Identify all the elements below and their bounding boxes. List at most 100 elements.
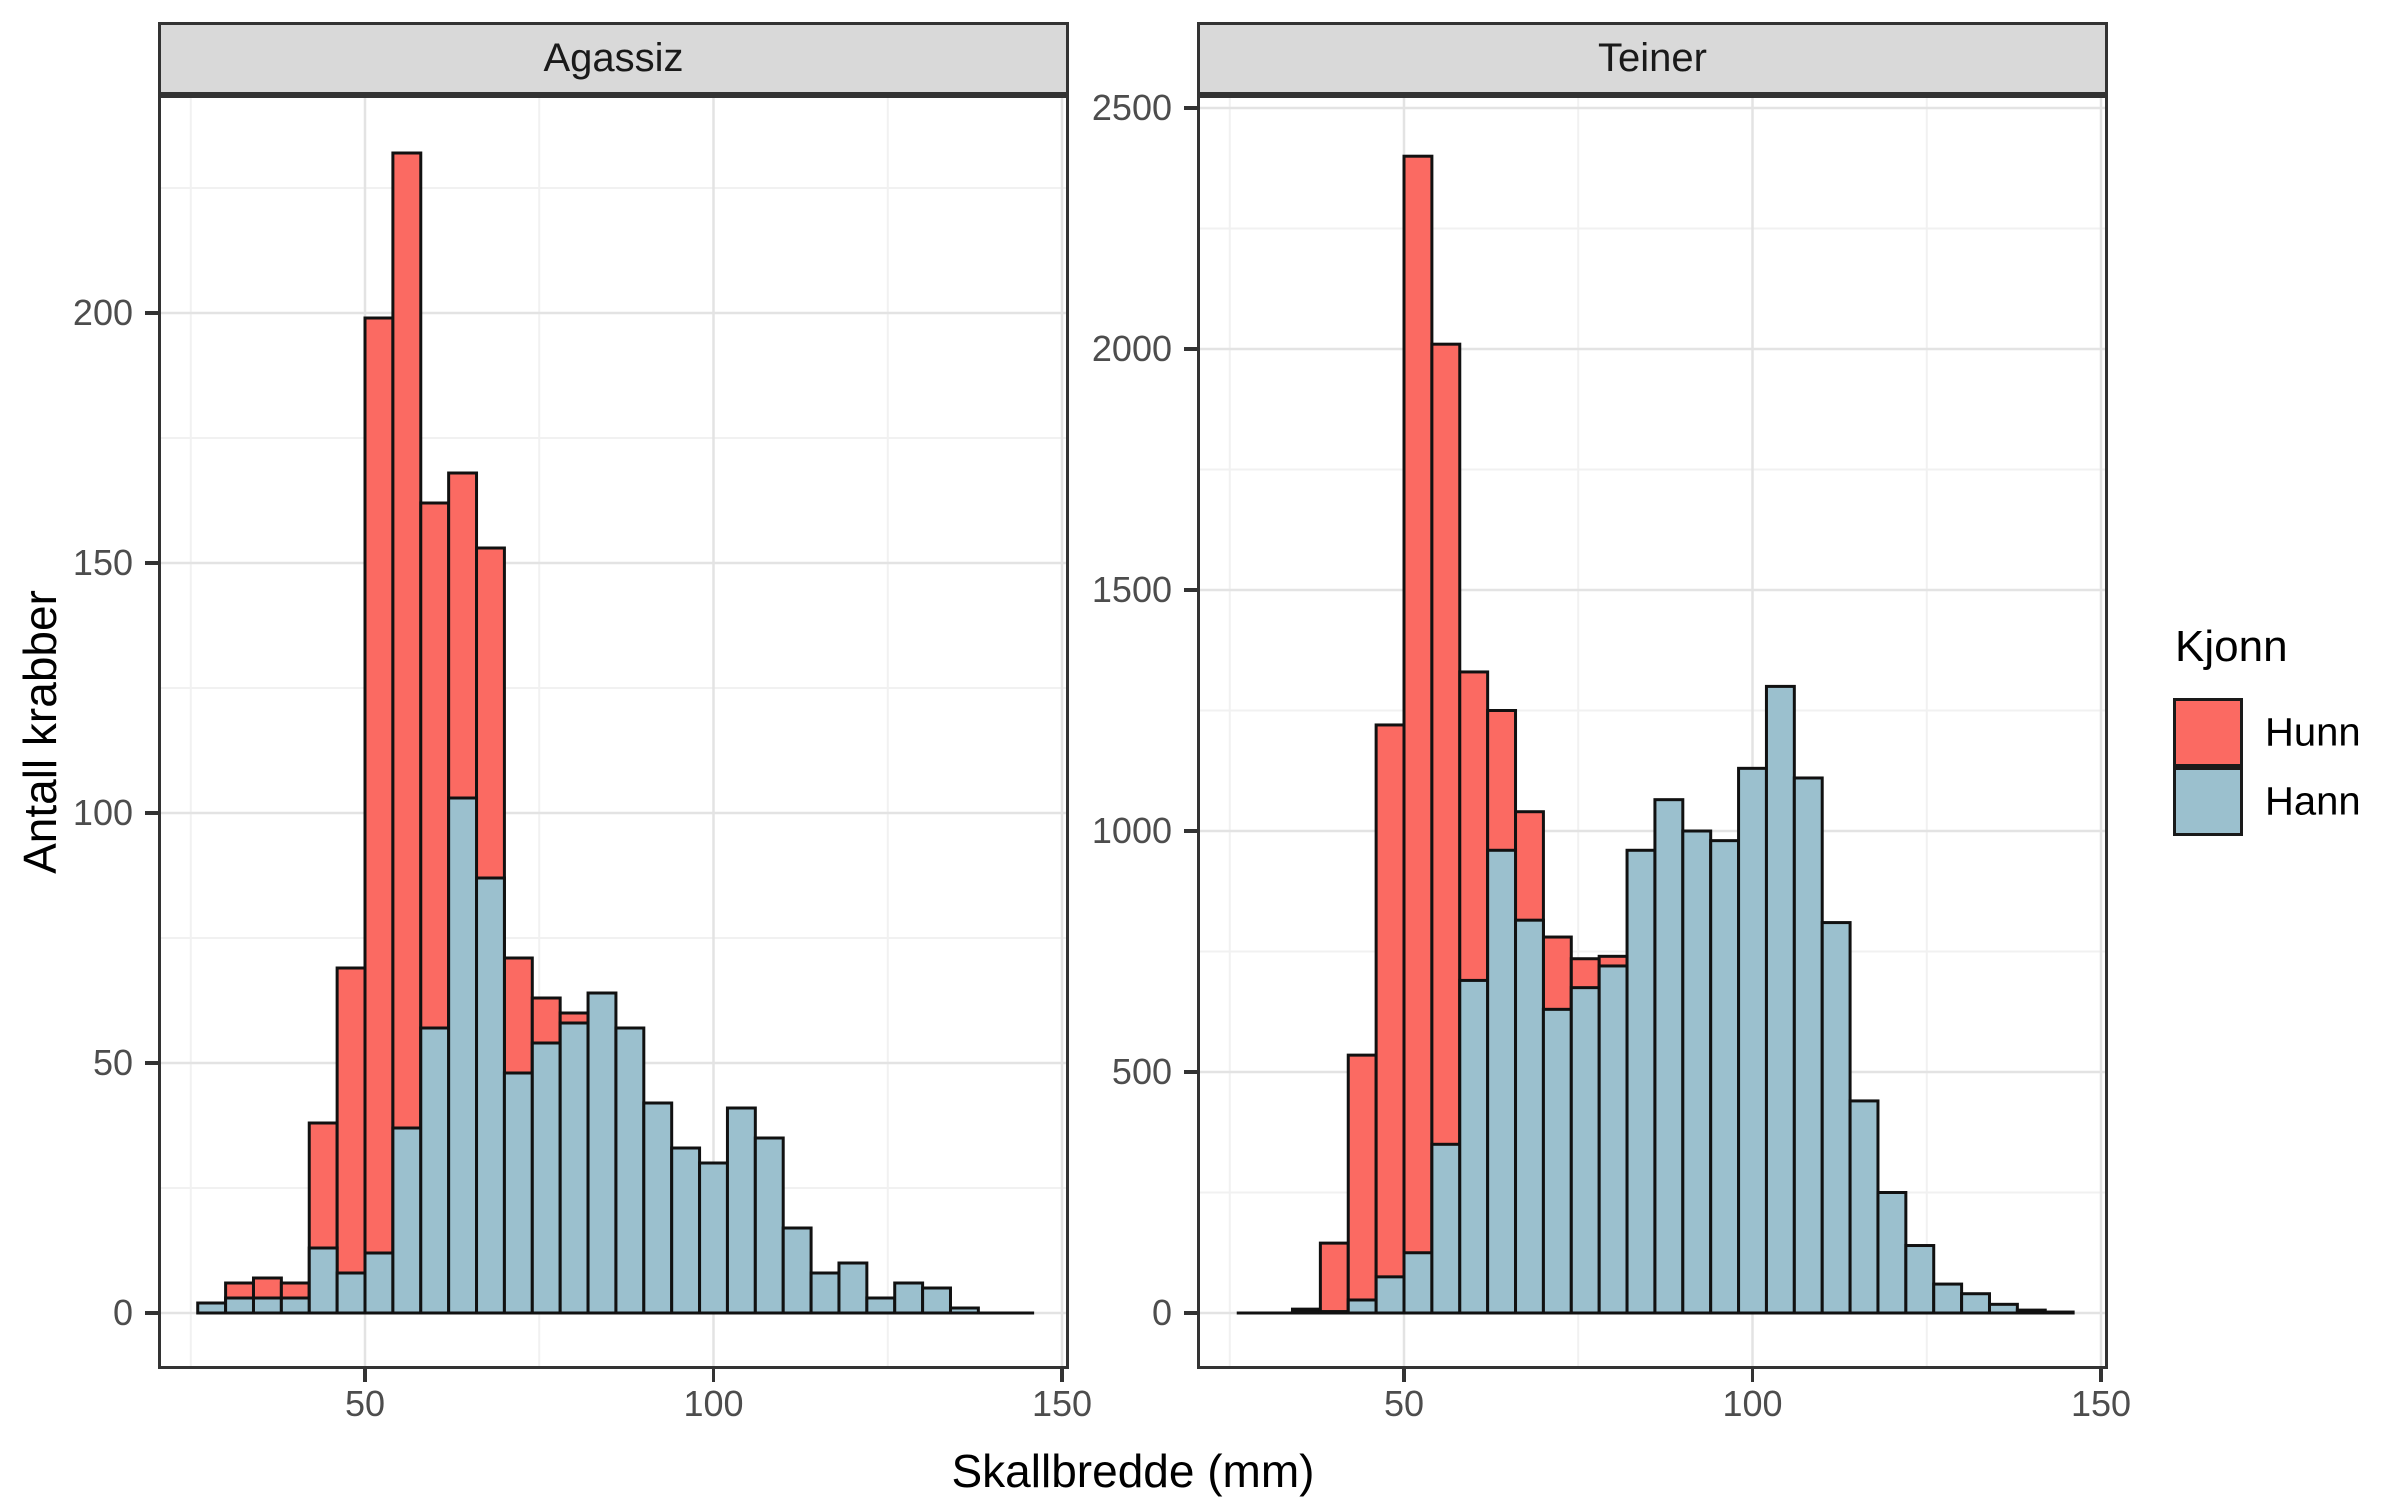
- bar: [1960, 1292, 1991, 1315]
- x-tick-label: 100: [1722, 1383, 1783, 1424]
- legend-label-hunn: Hunn: [2265, 710, 2361, 754]
- bar: [1402, 154, 1434, 1315]
- y-tick: [145, 811, 158, 815]
- bar: [558, 1021, 590, 1315]
- y-tick-label: 150: [72, 542, 133, 583]
- bar: [1430, 1142, 1462, 1315]
- legend-title: Kjonn: [2175, 622, 2288, 671]
- bar: [419, 1026, 451, 1315]
- y-tick-label: 100: [72, 792, 133, 833]
- y-tick-label: 50: [92, 1042, 133, 1083]
- hunn-color-swatch: [2173, 698, 2243, 767]
- bar: [1904, 1244, 1936, 1315]
- bar: [865, 1296, 897, 1315]
- facet-strip-agassiz: Agassiz: [158, 22, 1069, 95]
- y-tick-label: 1000: [1091, 810, 1172, 851]
- x-tick-label: 150: [1031, 1383, 1093, 1424]
- bar: [1597, 964, 1629, 1315]
- x-tick: [711, 1369, 716, 1382]
- bar: [1374, 723, 1406, 1315]
- facet-strip-teiner: Teiner: [1197, 22, 2108, 95]
- y-tick-label: 0: [112, 1292, 133, 1333]
- y-tick-label: 0: [1151, 1292, 1172, 1333]
- bar: [1737, 766, 1768, 1315]
- y-tick-label: 2500: [1091, 87, 1172, 128]
- x-tick: [1402, 1369, 1406, 1382]
- bar: [1932, 1282, 1964, 1315]
- bar: [1625, 848, 1657, 1315]
- bar: [1987, 1302, 2019, 1315]
- x-tick: [2099, 1369, 2103, 1382]
- legend-label-hann: Hann: [2265, 779, 2361, 823]
- y-tick-label: 2000: [1091, 328, 1172, 369]
- bar: [1514, 918, 1545, 1315]
- y-tick-label: 200: [72, 292, 133, 333]
- bar: [809, 1271, 841, 1315]
- bar: [1848, 1099, 1880, 1315]
- y-tick: [1184, 347, 1197, 351]
- bar: [837, 1261, 869, 1315]
- bar: [893, 1281, 925, 1315]
- bar: [1653, 798, 1685, 1315]
- x-tick: [1750, 1369, 1755, 1382]
- bar: [196, 1301, 228, 1315]
- bar: [1486, 848, 1518, 1315]
- bar: [224, 1296, 255, 1315]
- bar: [1876, 1191, 1908, 1315]
- bar: [335, 1271, 367, 1315]
- y-tick: [1184, 106, 1197, 110]
- bar: [475, 876, 506, 1315]
- bar: [948, 1306, 980, 1315]
- bar: [921, 1286, 952, 1315]
- bar: [1290, 1310, 1322, 1315]
- x-axis-title: Skallbredde (mm): [951, 1445, 1315, 1497]
- bar: [1318, 1241, 1350, 1315]
- y-tick: [145, 1061, 158, 1065]
- y-tick: [145, 1311, 158, 1315]
- x-tick-label: 100: [683, 1383, 744, 1424]
- bar: [614, 1026, 646, 1315]
- bar: [363, 316, 395, 1315]
- bar: [2015, 1308, 2047, 1315]
- panel-agassiz: [158, 95, 1069, 1369]
- bar: [586, 991, 618, 1315]
- bar: [1569, 986, 1601, 1315]
- bar: [1709, 839, 1741, 1315]
- bar: [1346, 1053, 1378, 1315]
- y-tick: [1184, 1070, 1197, 1074]
- bars-hann-agassiz: [196, 796, 980, 1315]
- y-tick-label: 1500: [1091, 569, 1172, 610]
- bar: [447, 796, 479, 1315]
- x-tick: [363, 1369, 367, 1382]
- x-tick: [1060, 1369, 1064, 1382]
- bar: [698, 1161, 729, 1315]
- y-tick: [145, 561, 158, 565]
- panel-teiner: [1197, 95, 2108, 1369]
- y-tick: [1184, 1311, 1197, 1315]
- bar: [1681, 829, 1713, 1315]
- bar: [391, 151, 423, 1315]
- bars-hann-teiner: [1290, 684, 2075, 1315]
- bar: [251, 1296, 283, 1315]
- bar: [279, 1296, 311, 1315]
- x-tick-label: 50: [344, 1383, 386, 1424]
- bar: [1318, 1310, 1350, 1315]
- bar: [1541, 1007, 1573, 1315]
- x-tick-label: 150: [2070, 1383, 2132, 1424]
- bar: [1458, 978, 1490, 1315]
- y-tick: [145, 311, 158, 315]
- bar: [363, 1251, 395, 1315]
- bar: [530, 1041, 562, 1315]
- bar: [753, 1136, 785, 1315]
- bar: [642, 1101, 674, 1315]
- bar: [1346, 1298, 1378, 1315]
- x-tick-label: 50: [1383, 1383, 1425, 1424]
- bar: [335, 966, 367, 1315]
- legend-entry-hann: Hann: [2173, 767, 2393, 836]
- bar: [1374, 1275, 1406, 1315]
- bar: [781, 1226, 813, 1315]
- bar: [391, 1126, 423, 1315]
- bar: [1820, 921, 1852, 1315]
